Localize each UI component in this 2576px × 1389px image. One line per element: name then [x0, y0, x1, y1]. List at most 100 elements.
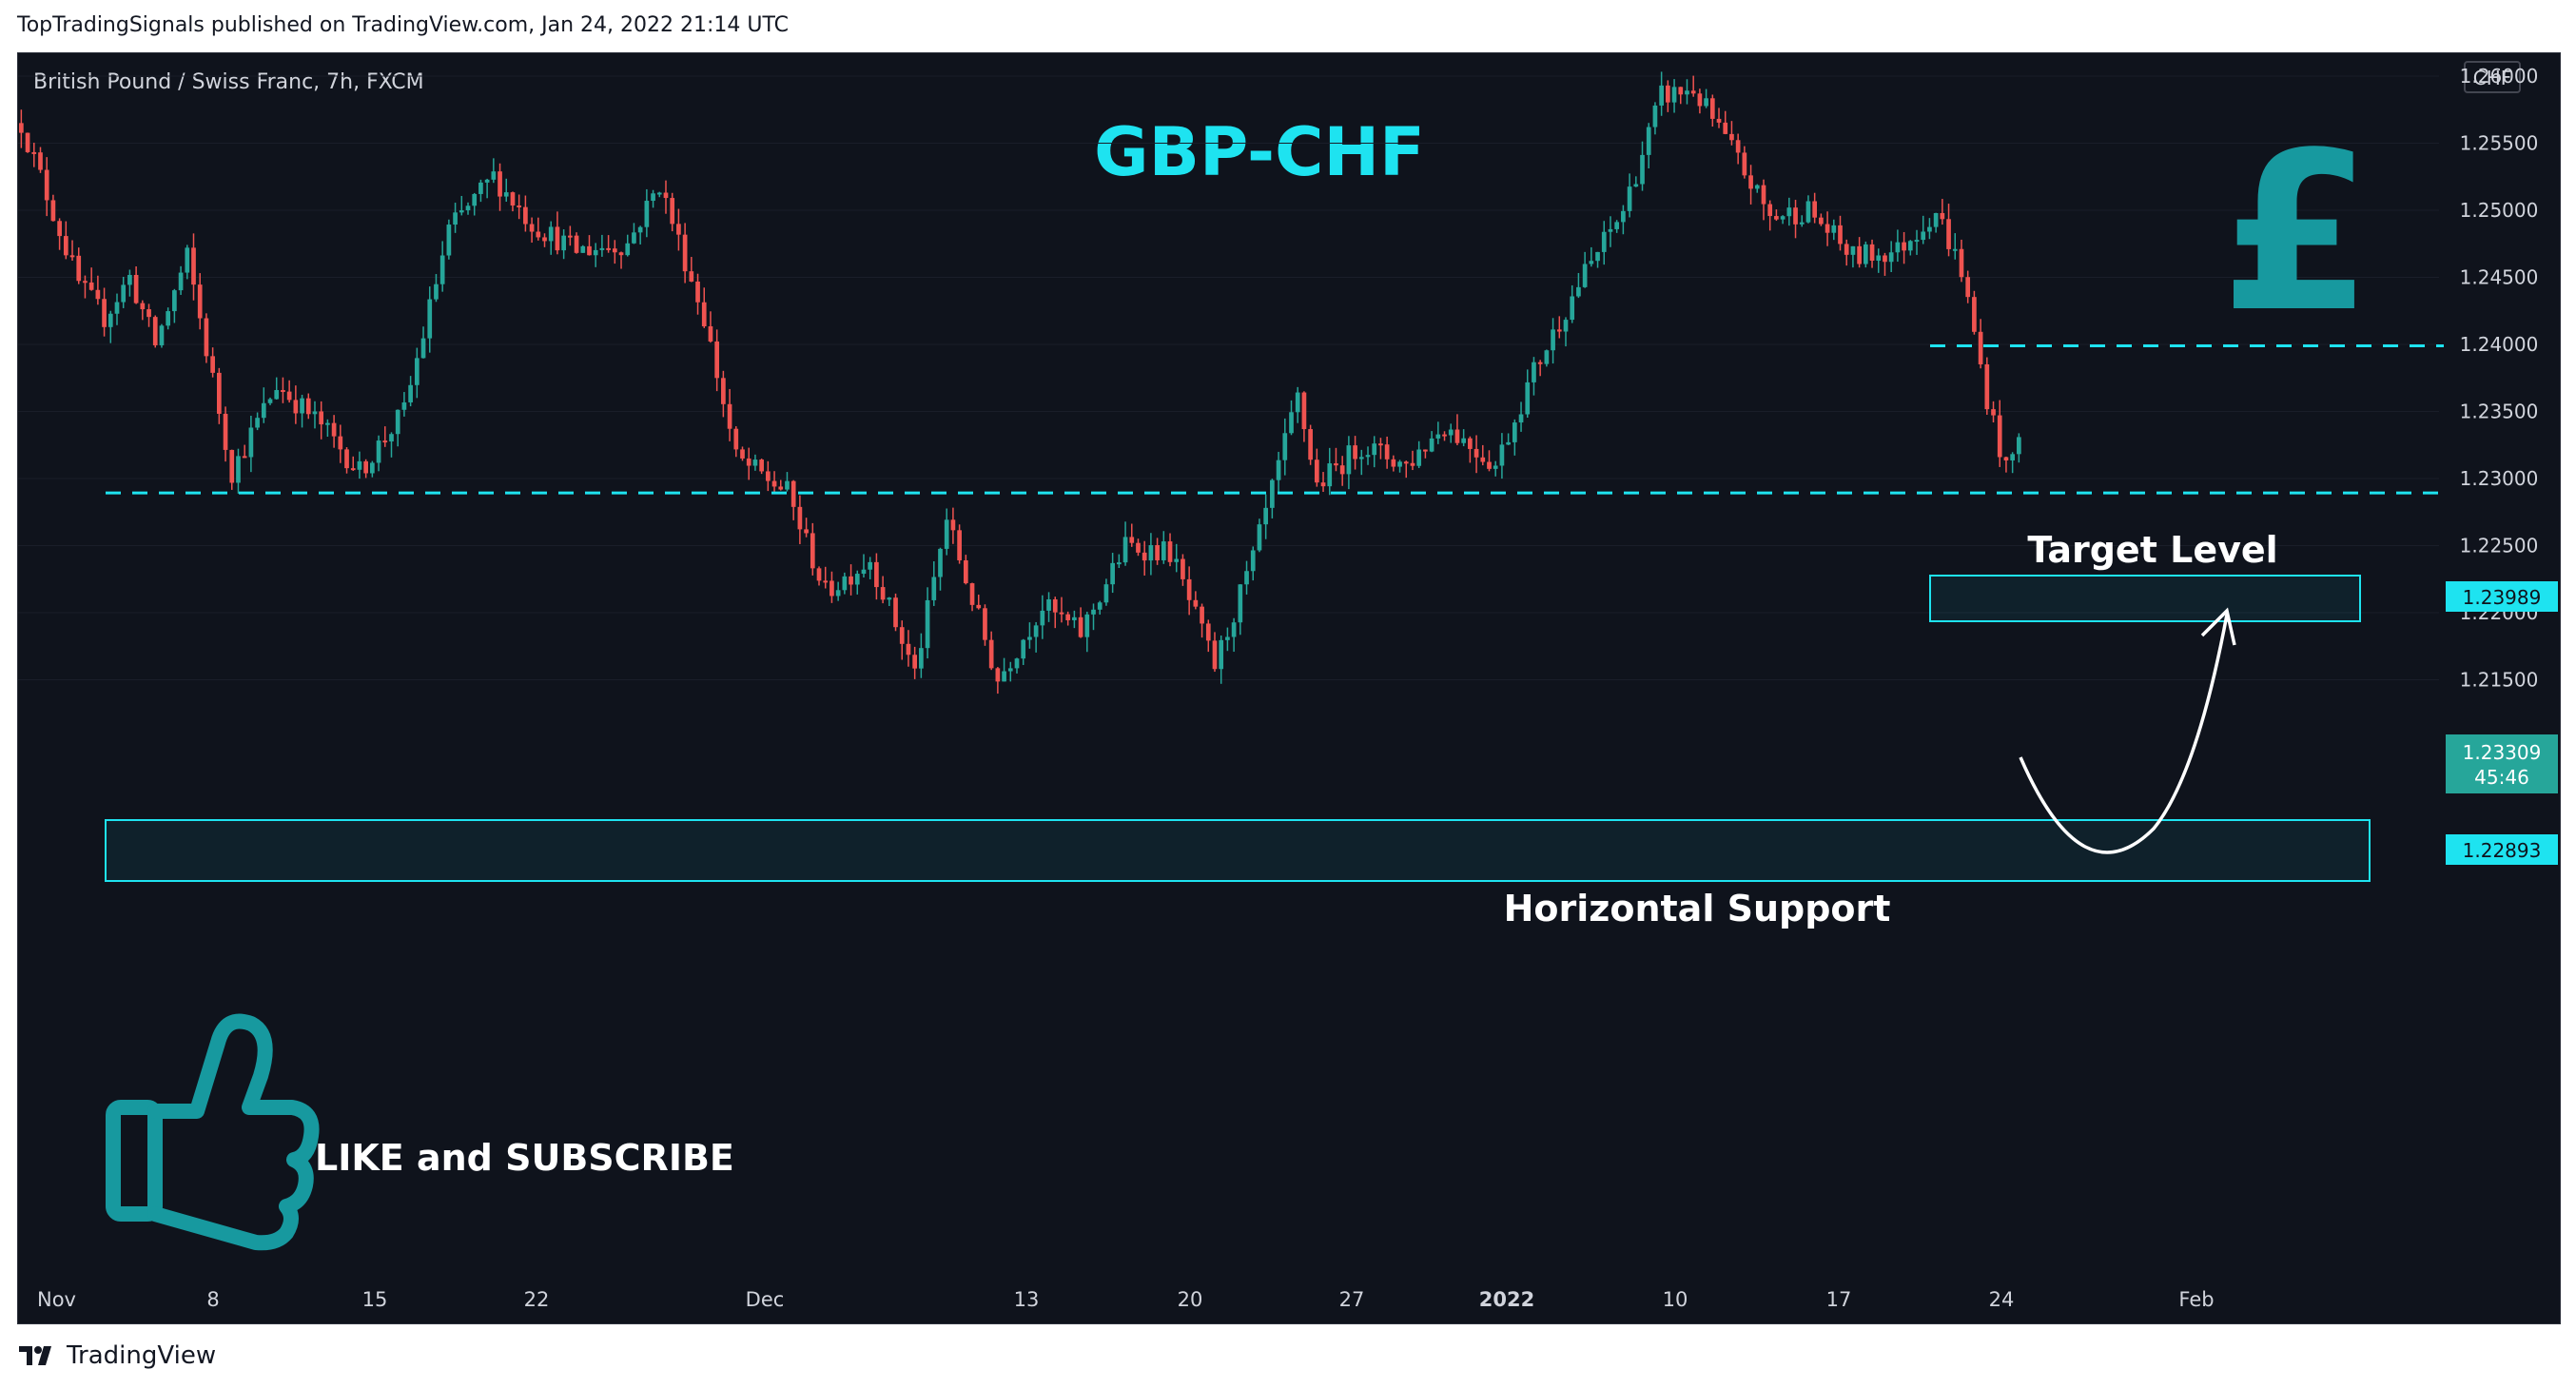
candle-body — [835, 590, 841, 597]
candle-body — [2017, 437, 2021, 455]
candle-body — [1429, 438, 1434, 452]
candle-body — [1907, 241, 1913, 251]
candle-body — [1129, 537, 1135, 543]
candle-body — [1295, 392, 1300, 413]
candle-body — [76, 255, 82, 282]
candle-body — [1761, 185, 1766, 205]
candle-body — [752, 460, 758, 466]
candle-body — [370, 462, 375, 474]
candle-body — [1410, 462, 1415, 466]
candle-body — [1646, 127, 1651, 155]
candle-body — [1933, 212, 1939, 227]
candle-body — [1831, 225, 1837, 233]
candle-body — [829, 580, 834, 597]
candle-body — [1403, 461, 1409, 464]
candle-body — [274, 389, 280, 400]
candle-body — [1007, 668, 1013, 672]
candle-body — [1512, 422, 1517, 442]
candle-body — [727, 403, 732, 429]
candle-body — [300, 398, 304, 414]
candle-body — [38, 152, 43, 170]
candle-body — [1863, 244, 1868, 264]
candle-body — [491, 171, 497, 180]
candle-body — [1551, 329, 1555, 351]
chart-panel[interactable]: British Pound / Swiss Franc, 7h, FXCM CH… — [17, 52, 2561, 1324]
candle-body — [1556, 329, 1562, 332]
candle-body — [1518, 414, 1524, 423]
candle-body — [1461, 438, 1466, 443]
candles-layer — [19, 71, 2021, 694]
candle-body — [1812, 201, 1818, 218]
candle-body — [637, 226, 643, 233]
candle-body — [1780, 216, 1786, 220]
price-tick-label: 1.24000 — [2460, 333, 2539, 356]
price-scale[interactable]: 1.26000 1.25500 1.25000 1.24500 1.24000 1.235… — [2460, 65, 2539, 692]
candle-body — [286, 391, 292, 401]
cta-label: LIKE and SUBSCRIBE — [315, 1137, 734, 1179]
candle-body — [267, 399, 273, 403]
candle-body — [906, 643, 911, 655]
candle-body — [632, 232, 636, 244]
target-price-tag: 1.23989 — [2446, 581, 2558, 612]
candle-body — [1320, 482, 1326, 487]
candle-body — [1883, 255, 1887, 263]
candle-body — [587, 245, 592, 256]
candle-body — [172, 290, 177, 312]
candle-body — [517, 205, 522, 207]
candle-body — [1525, 381, 1531, 415]
candle-body — [1601, 231, 1607, 252]
candle-body — [1735, 140, 1741, 153]
candle-body — [644, 201, 650, 227]
candle-body — [778, 486, 784, 490]
candle-body — [1174, 558, 1180, 562]
tradingview-wordmark: TradingView — [67, 1341, 217, 1370]
candle-body — [465, 205, 471, 211]
pound-sign-icon: £ — [2220, 107, 2372, 361]
candle-body — [759, 460, 764, 472]
candle-body — [1193, 599, 1199, 607]
candle-body — [1984, 363, 1990, 410]
tradingview-brand[interactable]: TradingView — [19, 1337, 216, 1375]
time-tick-label: 27 — [1339, 1288, 1365, 1311]
time-tick-label: 22 — [524, 1288, 550, 1311]
candle-body — [874, 561, 879, 588]
candle-body — [580, 245, 586, 253]
candle-body — [242, 456, 247, 459]
time-tick-label: 20 — [1178, 1288, 1203, 1311]
candle-body — [414, 358, 420, 385]
candle-body — [1027, 636, 1032, 640]
candle-body — [663, 192, 669, 199]
candle-body — [1205, 623, 1211, 641]
candle-body — [523, 206, 528, 225]
candle-body — [1888, 252, 1894, 263]
candle-body — [561, 235, 566, 251]
candle-body — [1078, 616, 1083, 637]
candle-body — [1327, 463, 1333, 487]
candle-body — [1142, 552, 1147, 561]
candle-body — [1468, 438, 1473, 449]
candle-body — [1416, 449, 1422, 466]
time-tick-label: 17 — [1826, 1288, 1852, 1311]
currency-badge[interactable] — [2464, 61, 2521, 93]
candle-body — [1921, 231, 1926, 241]
candle-body — [536, 231, 541, 238]
symbol-title[interactable]: British Pound / Swiss Franc, 7h, FXCM — [33, 70, 424, 94]
candle-body — [204, 318, 209, 357]
time-tick-label: 2022 — [1479, 1288, 1534, 1311]
candle-body — [1914, 240, 1920, 243]
candle-body — [1155, 545, 1160, 560]
candle-body — [459, 210, 464, 213]
candle-body — [1493, 465, 1498, 469]
candle-body — [969, 583, 975, 605]
candle-body — [1537, 362, 1543, 364]
candle-body — [1289, 412, 1294, 434]
candle-body — [1940, 212, 1945, 220]
candle-body — [1270, 479, 1275, 508]
time-scale[interactable]: Nov 8 15 22 Dec 13 20 27 2022 10 17 24 Feb — [37, 1288, 2215, 1311]
candle-body — [166, 311, 171, 326]
time-tick-label: 24 — [1989, 1288, 2015, 1311]
candle-body — [599, 247, 605, 250]
candlestick-chart[interactable]: British Pound / Swiss Franc, 7h, FXCM CH… — [18, 53, 2560, 1323]
candle-body — [988, 639, 994, 669]
candle-body — [1633, 184, 1639, 187]
